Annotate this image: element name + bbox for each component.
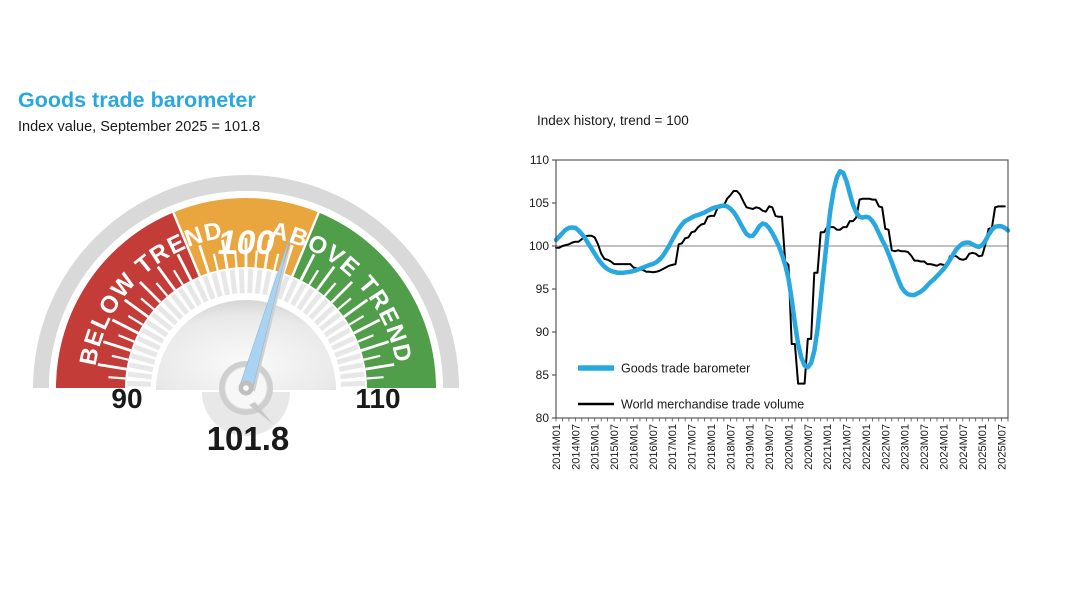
y-axis-label: 80: [536, 411, 550, 425]
gauge-band: [173, 198, 319, 277]
gauge-min-label: 90: [111, 383, 142, 414]
x-axis-label: 2025M01: [977, 424, 989, 470]
x-axis-label: 2019M01: [745, 424, 757, 470]
x-axis-label: 2021M07: [842, 424, 854, 470]
gauge-max-label: 110: [355, 383, 400, 414]
series-line: [555, 190, 1006, 385]
x-axis-label: 2021M01: [822, 424, 834, 470]
index-history-chart: 80 85 90 95 100 105 110 2014M01 2014M07 2015M01 20…: [529, 153, 1011, 470]
x-axis-label: 2017M07: [687, 424, 699, 470]
x-axis-label: 2018M07: [725, 424, 737, 470]
x-axis-label: 2024M07: [958, 424, 970, 470]
x-axis-label: 2023M01: [900, 424, 912, 470]
y-axis-label: 100: [529, 239, 549, 253]
x-axis-label: 2019M07: [764, 424, 776, 470]
x-axis-label: 2017M01: [667, 424, 679, 470]
legend-label: World merchandise trade volume: [621, 398, 804, 412]
y-axis-label: 110: [530, 153, 549, 167]
plot-border: [555, 159, 1009, 419]
page-title: Goods trade barometer: [18, 88, 256, 112]
gauge-value-label: 101.8: [207, 420, 290, 457]
x-axis-label: 2022M01: [861, 424, 873, 470]
gauge-band: [56, 212, 200, 388]
y-axis-label: 85: [536, 368, 550, 382]
x-axis-label: 2020M07: [803, 424, 815, 470]
x-axis-label: 2015M07: [609, 424, 621, 470]
y-axis-label: 90: [536, 325, 550, 339]
x-axis-label: 2020M01: [783, 424, 795, 470]
x-axis-label: 2025M07: [997, 424, 1009, 470]
x-axis-label: 2014M01: [551, 424, 563, 470]
needle-tail: [249, 402, 273, 424]
x-axis-label: 2016M07: [648, 424, 660, 470]
y-axis-label: 95: [536, 282, 550, 296]
gauge-100-label: 100: [218, 224, 275, 262]
gauge-band: [292, 212, 436, 388]
x-axis-label: 2023M07: [919, 424, 931, 470]
y-axis-label: 105: [529, 196, 549, 210]
legend-label: Goods trade barometer: [621, 362, 750, 376]
x-axis-label: 2024M01: [938, 424, 950, 470]
x-axis-label: 2018M01: [706, 424, 718, 470]
chart-title: Index history, trend = 100: [537, 113, 689, 128]
page-subtitle: Index value, September 2025 = 101.8: [18, 119, 261, 135]
x-axis-label: 2022M07: [880, 424, 892, 470]
x-axis-label: 2014M07: [570, 424, 582, 470]
series-line: [553, 168, 1011, 370]
x-axis-label: 2016M01: [628, 424, 640, 470]
x-axis-label: 2015M01: [590, 424, 602, 470]
